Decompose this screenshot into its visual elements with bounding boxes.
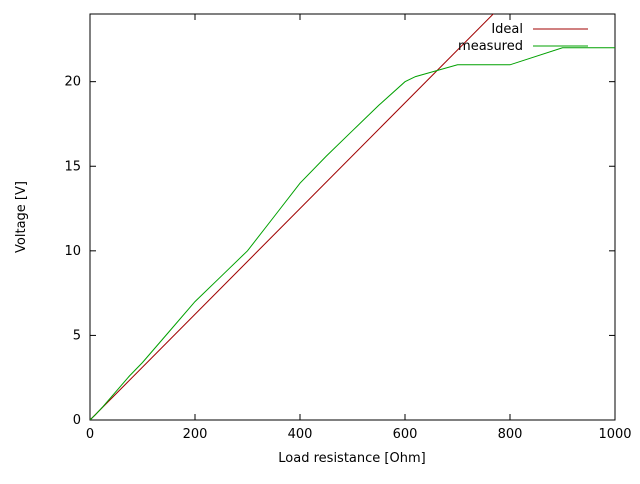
y-tick-label: 5 xyxy=(73,328,81,343)
y-tick-label: 10 xyxy=(64,244,81,259)
axis-ticks xyxy=(89,14,616,421)
x-tick-label: 600 xyxy=(393,427,418,442)
data-series-lines xyxy=(90,14,615,420)
x-tick-label: 800 xyxy=(498,427,523,442)
legend-label-ideal: Ideal xyxy=(491,22,523,37)
x-tick-label: 0 xyxy=(86,427,94,442)
series-line-measured xyxy=(90,47,615,420)
legend-line-samples xyxy=(533,28,588,47)
x-tick-label: 400 xyxy=(288,427,313,442)
plot-frame xyxy=(89,13,616,421)
legend-label-measured: measured xyxy=(458,39,523,54)
y-tick-label: 15 xyxy=(64,159,81,174)
y-axis-title: Voltage [V] xyxy=(14,181,29,253)
y-tick-label: 0 xyxy=(73,413,81,428)
series-line-ideal xyxy=(90,14,494,420)
axis-tick-labels: 0 200 400 600 800 1000 0 5 10 15 20 xyxy=(64,75,631,442)
x-axis-title: Load resistance [Ohm] xyxy=(278,451,425,466)
x-tick-label: 1000 xyxy=(598,427,631,442)
y-tick-label: 20 xyxy=(64,75,81,90)
x-tick-label: 200 xyxy=(183,427,208,442)
